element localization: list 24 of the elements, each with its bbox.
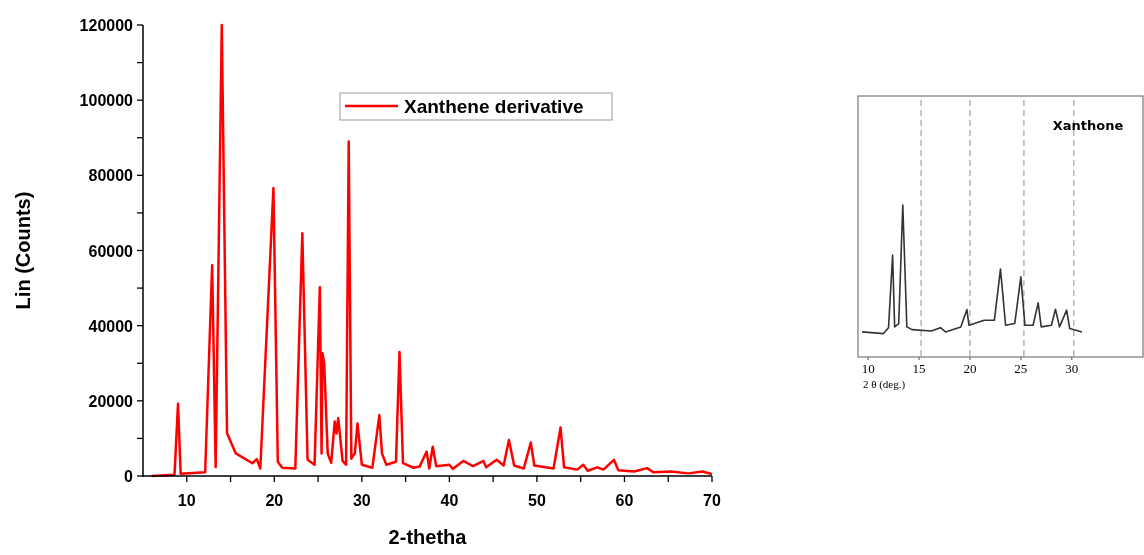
y-tick-label: 40000	[88, 317, 134, 335]
y-tick-label: 120000	[79, 17, 134, 34]
y-tick-label: 0	[124, 468, 134, 485]
x-tick-label: 40	[440, 492, 459, 509]
legend-label: Xanthene derivative	[404, 96, 584, 117]
x-tick-label: 30	[1065, 361, 1079, 376]
x-tick-label: 20	[963, 361, 977, 376]
y-tick-label: 20000	[88, 392, 134, 410]
y-axis-title: Lin (Counts)	[12, 191, 34, 310]
y-tick-label: 80000	[88, 167, 134, 185]
x-axis-title: 2-thetha	[388, 526, 468, 548]
chart-title: Xanthone	[1052, 118, 1124, 133]
x-tick-label: 60	[615, 492, 634, 509]
x-tick-label: 25	[1014, 361, 1028, 376]
x-tick-label: 70	[703, 492, 721, 509]
x-tick-label: 20	[265, 492, 284, 509]
x-tick-label: 10	[861, 361, 875, 376]
x-tick-label: 50	[528, 492, 546, 509]
x-tick-label: 30	[352, 492, 371, 509]
y-tick-label: 100000	[79, 92, 134, 110]
x-tick-label: 10	[177, 492, 196, 509]
x-axis-title: 2 θ (deg.)	[862, 378, 906, 391]
x-tick-label: 15	[912, 361, 926, 376]
y-tick-label: 60000	[88, 242, 134, 260]
